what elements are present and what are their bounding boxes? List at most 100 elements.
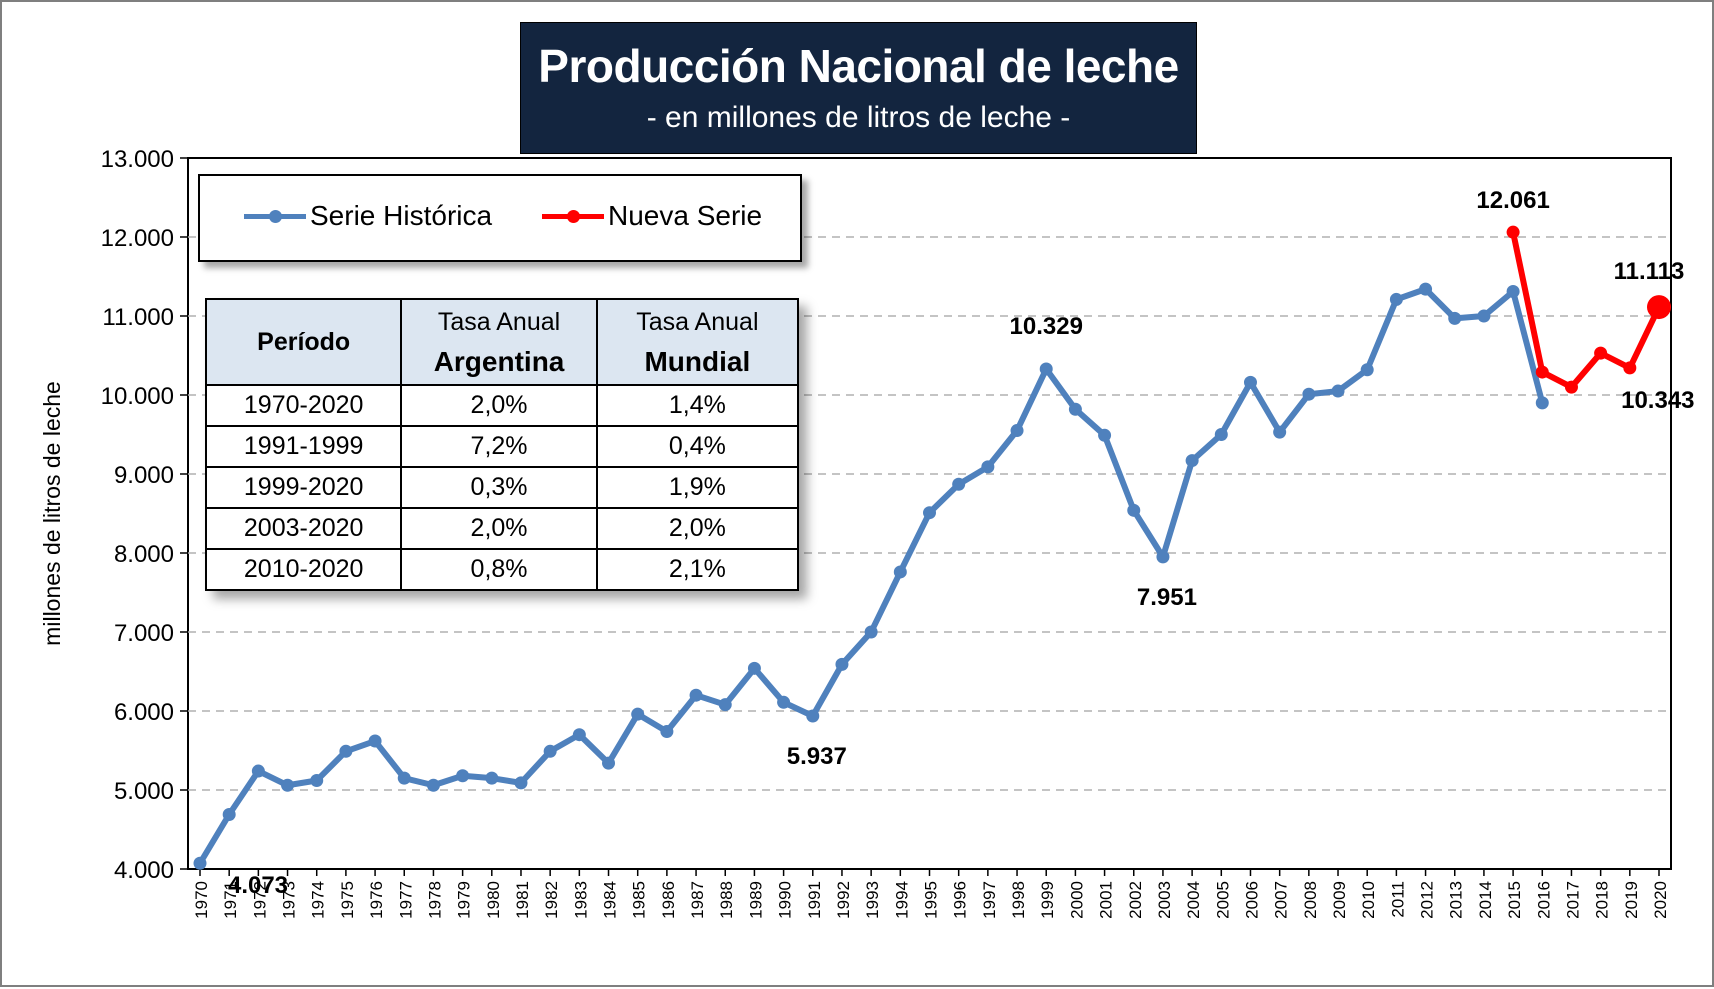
x-tick-label: 1970 — [192, 881, 211, 919]
header-mundial-line2: Mundial — [644, 346, 751, 377]
x-tick-label: 1994 — [892, 881, 911, 919]
data-point-nueva — [1506, 225, 1520, 239]
x-tick-label: 1992 — [834, 881, 853, 919]
x-tick-label: 1972 — [250, 881, 269, 919]
data-point-historica — [456, 769, 470, 783]
data-point-historica — [1010, 424, 1024, 438]
legend-label-nueva: Nueva Serie — [608, 200, 763, 231]
data-label: 7.951 — [1137, 584, 1197, 611]
cell-argentina: 7,2% — [400, 425, 598, 468]
x-tick-label: 2020 — [1651, 881, 1670, 919]
data-point-historica — [1214, 428, 1228, 441]
data-point-historica — [777, 695, 791, 709]
y-tick-label: 13.000 — [101, 146, 174, 173]
x-tick-label: 2008 — [1301, 881, 1320, 919]
x-tick-label: 1999 — [1038, 881, 1057, 919]
x-tick-label: 2002 — [1126, 881, 1145, 919]
data-point-historica — [1331, 384, 1345, 398]
x-tick-label: 2001 — [1097, 881, 1116, 919]
header-argentina-line1: Tasa Anual — [437, 308, 561, 336]
data-point-historica — [1068, 402, 1082, 416]
data-point-historica — [1360, 363, 1374, 377]
data-point-historica — [602, 756, 616, 770]
legend: Serie Histórica Nueva Serie — [198, 174, 802, 262]
data-point-historica — [1098, 428, 1112, 442]
cell-period: 2003-2020 — [204, 507, 403, 550]
data-point-nueva — [1594, 346, 1608, 360]
x-tick-label: 1995 — [922, 881, 941, 919]
header-argentina: Tasa Anual Argentina — [400, 298, 598, 386]
cell-mundial: 1,4% — [595, 384, 800, 427]
data-point-historica — [1243, 375, 1257, 389]
table-row: 2010-2020 0,8% 2,1% — [204, 548, 800, 591]
data-label: 10.343 — [1621, 387, 1694, 414]
data-point-historica — [1389, 292, 1403, 306]
x-tick-label: 2004 — [1184, 881, 1203, 919]
data-point-historica — [222, 807, 236, 821]
cell-argentina: 2,0% — [400, 384, 598, 427]
cell-mundial: 1,9% — [595, 466, 800, 509]
data-point-historica — [660, 725, 674, 739]
data-point-historica — [1506, 285, 1520, 299]
y-tick-label: 8.000 — [114, 541, 174, 568]
data-point-historica — [631, 707, 645, 721]
series-line-nueva — [1510, 229, 1662, 391]
x-tick-label: 2006 — [1242, 881, 1261, 919]
x-tick-label: 1989 — [746, 881, 765, 919]
legend-label-historica: Serie Histórica — [310, 200, 493, 231]
header-mundial-line1: Tasa Anual — [636, 308, 759, 336]
data-point-historica — [368, 734, 382, 748]
data-point-historica — [251, 764, 265, 778]
header-mundial: Tasa Anual Mundial — [595, 298, 800, 386]
legend-swatch-historica — [244, 201, 306, 231]
data-point-historica — [485, 771, 499, 785]
data-point-historica — [339, 744, 353, 758]
data-point-historica — [689, 688, 703, 702]
x-tick-label: 1981 — [513, 881, 532, 919]
data-point-historica — [1127, 503, 1141, 517]
x-tick-label: 2013 — [1447, 881, 1466, 919]
x-tick-label: 1975 — [338, 881, 357, 919]
x-tick-label: 2009 — [1330, 881, 1349, 919]
y-tick-label: 7.000 — [114, 620, 174, 647]
chart-title: Producción Nacional de leche — [538, 40, 1179, 92]
x-tick-label: 1973 — [280, 881, 299, 919]
x-tick-label: 1982 — [542, 881, 561, 919]
growth-rate-table: Período Tasa Anual Argentina Tasa Anual … — [204, 298, 800, 591]
data-point-historica — [718, 698, 732, 712]
data-point-nueva — [1564, 380, 1578, 394]
data-label: 10.329 — [1010, 313, 1083, 340]
data-point-historica — [1039, 362, 1053, 376]
data-label: 5.937 — [787, 743, 847, 770]
cell-argentina: 0,3% — [400, 466, 598, 509]
x-tick-label: 1993 — [863, 881, 882, 919]
title-box: Producción Nacional de leche - en millon… — [520, 22, 1197, 154]
data-point-historica — [310, 774, 324, 788]
data-point-historica — [281, 778, 295, 792]
data-label: 4.073 — [228, 872, 288, 899]
data-point-historica — [1448, 311, 1462, 325]
x-tick-label: 2018 — [1593, 881, 1612, 919]
data-point-historica — [1185, 454, 1199, 468]
x-tick-label: 1983 — [571, 881, 590, 919]
data-point-historica — [1477, 309, 1491, 323]
x-tick-label: 2007 — [1272, 881, 1291, 919]
cell-period: 1991-1999 — [204, 425, 403, 468]
x-tick-label: 1986 — [659, 881, 678, 919]
data-point-historica — [835, 657, 849, 671]
cell-period: 1970-2020 — [204, 384, 403, 427]
data-point-historica — [952, 477, 966, 491]
table-row: 2003-2020 2,0% 2,0% — [204, 507, 800, 550]
x-tick-label: 1977 — [396, 881, 415, 919]
y-tick-label: 11.000 — [102, 304, 174, 331]
data-point-nueva — [1623, 361, 1637, 375]
x-tick-label: 1980 — [484, 881, 503, 919]
legend-swatch-nueva — [542, 201, 604, 231]
data-point-historica — [193, 856, 207, 870]
x-tick-label: 1997 — [980, 881, 999, 919]
x-tick-label: 1998 — [1009, 881, 1028, 919]
x-tick-label: 1985 — [630, 881, 649, 919]
x-tick-label: 2017 — [1563, 881, 1582, 919]
data-point-historica — [572, 728, 586, 742]
chart-subtitle: - en millones de litros de leche - — [646, 101, 1071, 134]
